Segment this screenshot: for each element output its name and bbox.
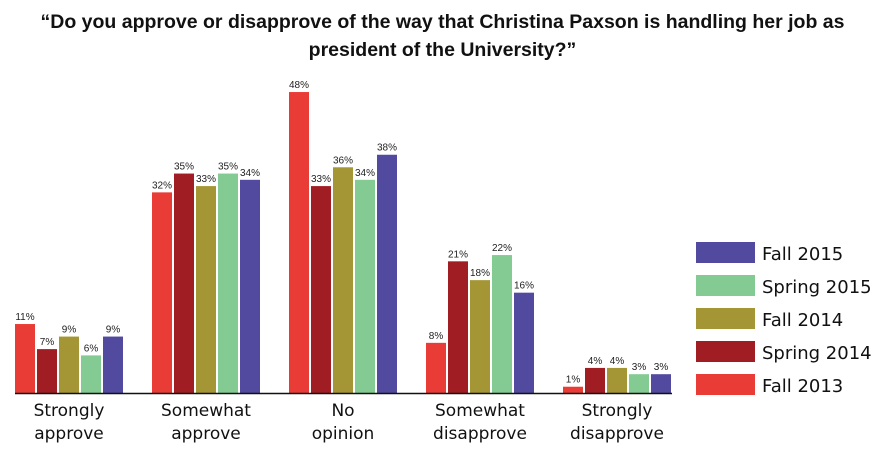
bar [426,342,446,393]
legend-swatch [696,308,755,329]
bar [448,261,468,393]
legend-label: Spring 2015 [762,277,872,298]
legend-label: Fall 2015 [762,244,843,265]
data-label: 18% [470,268,490,279]
category-label: Strongly [34,401,105,421]
data-label: 3% [654,362,669,373]
data-label: 22% [492,243,512,254]
bar [514,292,534,393]
legend-swatch [696,242,755,263]
data-label: 32% [152,180,172,191]
data-label: 33% [311,174,331,185]
bar [607,367,627,393]
data-label: 48% [289,80,309,91]
category-label: Somewhat [161,401,251,421]
data-label: 35% [174,162,194,173]
bar [103,336,123,393]
bar [492,255,512,393]
bar [15,324,35,393]
bar [355,179,375,393]
data-label: 36% [333,155,353,166]
data-label: 1% [566,375,581,386]
bar [218,173,238,393]
data-label: 33% [196,174,216,185]
bar [470,280,490,393]
data-label: 11% [15,312,34,323]
legend-label: Spring 2014 [762,343,872,364]
data-label: 16% [514,281,534,292]
data-label: 38% [377,143,397,154]
data-label: 8% [429,331,444,342]
data-label: 34% [355,168,375,179]
data-label: 9% [62,325,77,336]
bar [81,355,101,393]
bar [240,179,260,393]
category-label: approve [171,424,241,444]
data-label: 6% [84,343,99,354]
data-label: 3% [632,362,647,373]
bar [629,374,649,393]
legend-swatch [696,341,755,362]
bar [174,173,194,393]
data-label: 4% [610,356,625,367]
bar [196,186,216,393]
data-label: 7% [40,337,55,348]
bar [59,336,79,393]
legend-swatch [696,275,755,296]
category-label: disapprove [433,424,527,444]
legend-label: Fall 2014 [762,310,843,331]
data-label: 35% [218,162,238,173]
bar [152,192,172,393]
bar [37,349,57,393]
category-label: Somewhat [435,401,525,421]
category-label: No [331,401,354,421]
data-label: 9% [106,325,121,336]
legend-swatch [696,374,755,395]
data-label: 4% [588,356,603,367]
bar [377,154,397,393]
bar [563,386,583,393]
bar [333,167,353,393]
bar [651,374,671,393]
bar [289,92,309,393]
chart-title: “Do you approve or disapprove of the way… [40,11,845,61]
bar [585,367,605,393]
bar [311,186,331,393]
data-label: 21% [448,249,468,260]
data-label: 34% [240,168,260,179]
category-label: disapprove [570,424,664,444]
legend-label: Fall 2013 [762,376,843,397]
category-label: Strongly [582,401,653,421]
category-label: opinion [312,424,375,444]
category-label: approve [34,424,104,444]
